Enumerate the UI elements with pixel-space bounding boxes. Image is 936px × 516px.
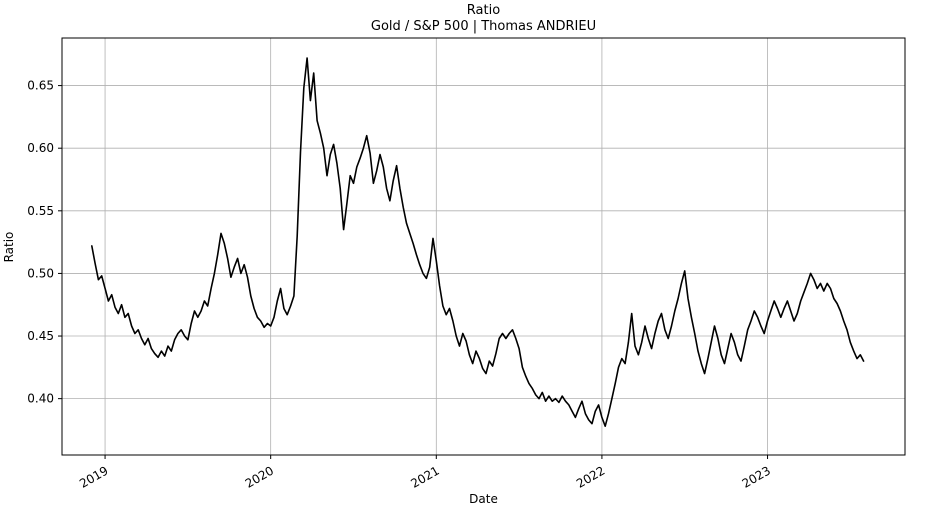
chart-subtitle: Gold / S&P 500 | Thomas ANDRIEU: [370, 19, 597, 34]
y-axis-label: Ratio: [2, 231, 16, 263]
y-tick-label: 0.60: [27, 141, 54, 155]
y-tick-label: 0.65: [27, 79, 54, 93]
chart-title: Ratio: [466, 3, 501, 18]
ratio-line-series: [91, 57, 865, 428]
x-tick-label: 2021: [408, 463, 441, 490]
y-tick-label: 0.45: [27, 329, 54, 343]
y-tick-label: 0.40: [27, 392, 54, 406]
axes-frame: [61, 37, 906, 456]
y-tick-label: 0.55: [27, 204, 54, 218]
x-tick-label: 2019: [77, 463, 110, 490]
x-axis-label: Date: [469, 492, 498, 506]
y-tick-label: 0.50: [27, 266, 54, 280]
x-tick-label: 2023: [740, 463, 773, 490]
x-tick-label: 2022: [574, 463, 607, 490]
x-tick-label: 2020: [243, 463, 276, 490]
